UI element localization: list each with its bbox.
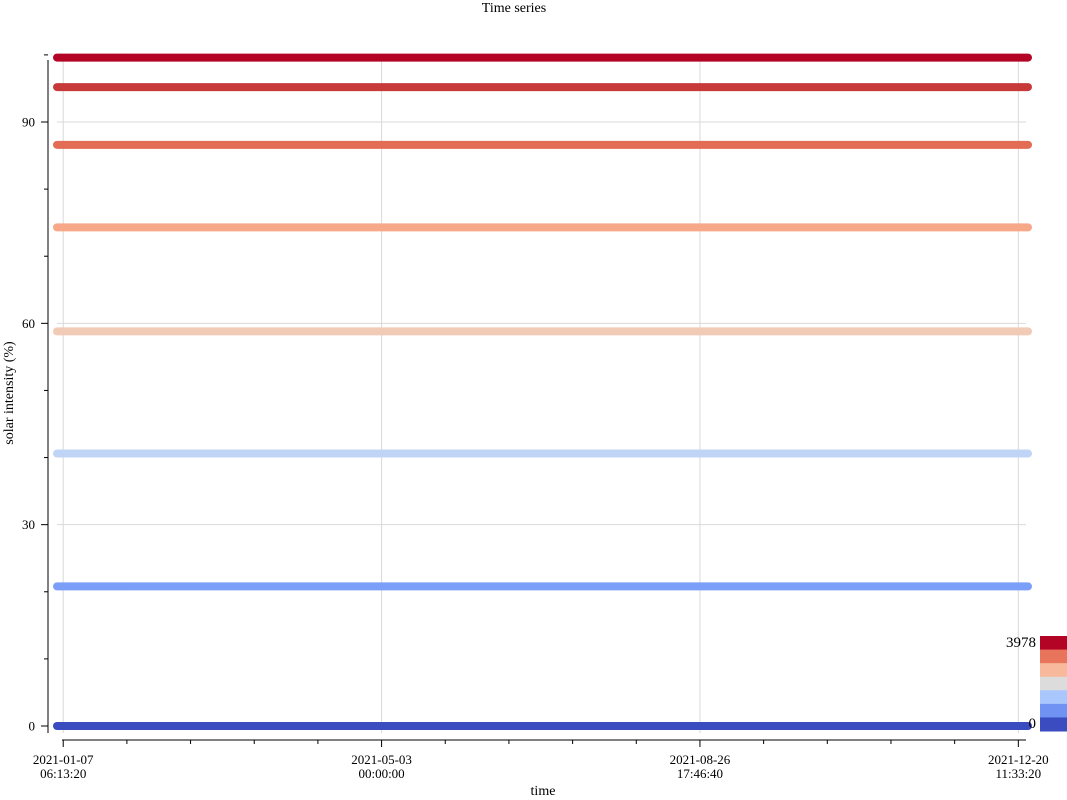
y-ticks: 0 30 60 90 bbox=[22, 54, 48, 734]
y-axis-label: solar intensity (%) bbox=[2, 341, 17, 445]
x-tick-time-label: 06:13:20 bbox=[40, 766, 86, 781]
colorbar-swatch bbox=[1040, 703, 1067, 718]
colorbar-swatch bbox=[1040, 649, 1067, 664]
x-tick-time-label: 11:33:20 bbox=[995, 766, 1041, 781]
y-tick-label: 60 bbox=[22, 316, 35, 331]
x-tick-date-label: 2021-12-20 bbox=[988, 752, 1049, 767]
chart-title: Time series bbox=[482, 1, 546, 16]
y-tick-label: 30 bbox=[22, 517, 35, 532]
x-tick-time-label: 00:00:00 bbox=[358, 766, 404, 781]
colorbar-swatch bbox=[1040, 636, 1067, 651]
colorbar-swatch bbox=[1040, 690, 1067, 705]
x-tick-date-label: 2021-01-07 bbox=[33, 752, 94, 767]
x-tick-time-label: 17:46:40 bbox=[677, 766, 723, 781]
y-tick-label: 90 bbox=[22, 115, 35, 130]
axes bbox=[47, 60, 1026, 741]
x-tick-date-label: 2021-05-03 bbox=[351, 752, 412, 767]
grid-lines bbox=[57, 60, 1026, 733]
colorbar-min-label: 0 bbox=[1029, 716, 1037, 732]
series-lines bbox=[53, 53, 1032, 730]
x-axis-label: time bbox=[531, 784, 556, 799]
colorbar-swatch bbox=[1040, 717, 1067, 732]
y-tick-label: 0 bbox=[29, 719, 36, 734]
colorbar-swatch bbox=[1040, 676, 1067, 691]
x-tick-date-label: 2021-08-26 bbox=[670, 752, 731, 767]
colorbar-legend: 3978 0 bbox=[1006, 635, 1067, 732]
colorbar-swatch bbox=[1040, 663, 1067, 678]
colorbar-max-label: 3978 bbox=[1006, 635, 1036, 651]
